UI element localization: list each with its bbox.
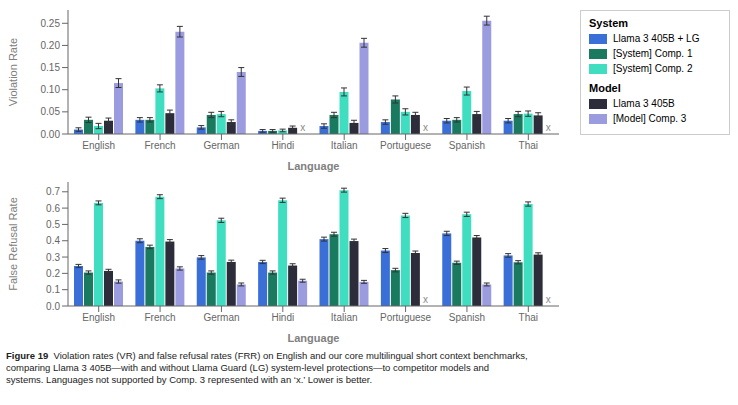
svg-text:English: English	[82, 140, 115, 151]
svg-text:x: x	[546, 294, 551, 305]
html-text:Figure 19 Violation rates (VR): Figure 19 Violation rates (VR) and false…	[6, 350, 528, 385]
svg-text:Italian: Italian	[331, 140, 358, 151]
svg-text:Language: Language	[288, 160, 340, 172]
html-text:Model: Model	[589, 82, 621, 94]
svg-text:German: German	[203, 140, 239, 151]
svg-text:0.1: 0.1	[46, 284, 60, 295]
svg-text:0.2: 0.2	[46, 268, 60, 279]
svg-text:0.15: 0.15	[41, 62, 61, 73]
svg-text:0.25: 0.25	[41, 18, 61, 29]
svg-text:0.6: 0.6	[46, 203, 60, 214]
svg-text:English: English	[82, 312, 115, 323]
svg-text:German: German	[203, 312, 239, 323]
svg-text:0.5: 0.5	[46, 219, 60, 230]
svg-text:Portuguese: Portuguese	[380, 312, 432, 323]
svg-text:Violation Rate: Violation Rate	[8, 38, 19, 106]
html-text:System: System	[589, 17, 629, 29]
svg-text:Hindi: Hindi	[271, 140, 294, 151]
svg-text:Italian: Italian	[331, 312, 358, 323]
svg-text:False Refusal Rate: False Refusal Rate	[8, 197, 19, 291]
svg-text:x: x	[546, 122, 551, 133]
svg-text:Language: Language	[288, 332, 340, 344]
svg-text:Thai: Thai	[519, 140, 538, 151]
html-text:Llama 3 405B: Llama 3 405B	[613, 98, 675, 109]
svg-text:French: French	[145, 140, 176, 151]
html-text:[Model] Comp. 3: [Model] Comp. 3	[613, 113, 687, 124]
svg-text:0.3: 0.3	[46, 252, 60, 263]
svg-text:x: x	[423, 122, 428, 133]
svg-text:0.7: 0.7	[46, 186, 60, 197]
svg-text:0.05: 0.05	[41, 106, 61, 117]
svg-text:Spanish: Spanish	[449, 140, 485, 151]
svg-text:Thai: Thai	[519, 312, 538, 323]
svg-text:0.0: 0.0	[46, 301, 60, 312]
svg-text:0.10: 0.10	[41, 84, 61, 95]
svg-text:Hindi: Hindi	[271, 312, 294, 323]
svg-text:French: French	[145, 312, 176, 323]
svg-text:x: x	[300, 122, 305, 133]
svg-text:Portuguese: Portuguese	[380, 140, 432, 151]
html-text:[System] Comp. 2: [System] Comp. 2	[613, 63, 693, 74]
svg-text:x: x	[423, 294, 428, 305]
svg-text:0.4: 0.4	[46, 235, 60, 246]
svg-text:0.20: 0.20	[41, 40, 61, 51]
svg-text:Spanish: Spanish	[449, 312, 485, 323]
svg-text:0.00: 0.00	[41, 129, 61, 140]
html-text:Llama 3 405B + LG: Llama 3 405B + LG	[613, 33, 700, 44]
html-text:[System] Comp. 1: [System] Comp. 1	[613, 48, 693, 59]
